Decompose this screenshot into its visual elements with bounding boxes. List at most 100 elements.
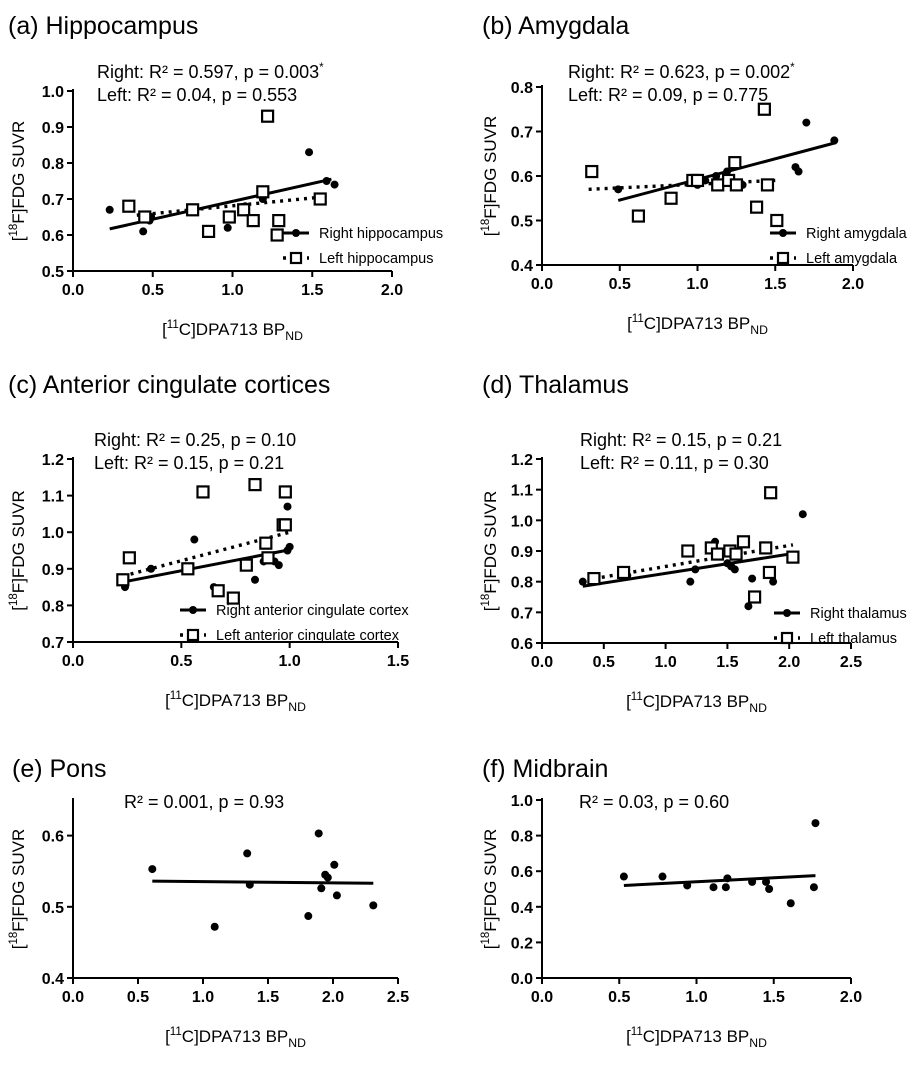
data-point bbox=[578, 577, 587, 586]
data-point bbox=[802, 118, 811, 127]
legend-marker bbox=[189, 606, 197, 614]
y-axis-label: [18​F]FDG SUVR bbox=[480, 491, 500, 612]
data-point bbox=[794, 167, 803, 176]
data-point bbox=[226, 591, 240, 605]
x-tick-label: 0.0 bbox=[531, 276, 553, 293]
series-right bbox=[614, 118, 839, 202]
data-point bbox=[211, 584, 225, 598]
x-tick-label: 1.0 bbox=[686, 276, 708, 293]
data-point bbox=[664, 191, 678, 205]
data-point bbox=[631, 209, 646, 223]
regression-line bbox=[152, 879, 374, 885]
data-point bbox=[759, 541, 773, 555]
stat-annotation: Right: R² = 0.25, p = 0.10 bbox=[94, 430, 296, 450]
data-point bbox=[736, 535, 751, 549]
x-tick-label: 1.5 bbox=[387, 653, 409, 670]
series-left bbox=[122, 109, 327, 242]
data-point bbox=[283, 502, 292, 511]
data-point bbox=[658, 872, 667, 881]
data-point bbox=[285, 542, 294, 551]
data-point bbox=[686, 577, 695, 586]
series-right bbox=[148, 829, 378, 931]
x-tick-label: 1.0 bbox=[279, 653, 301, 670]
y-tick-label: 0.8 bbox=[511, 80, 533, 97]
y-tick-label: 0.6 bbox=[42, 228, 64, 245]
data-point bbox=[619, 872, 628, 881]
data-point bbox=[809, 883, 818, 892]
y-tick-label: 0.9 bbox=[42, 120, 64, 137]
regression-line bbox=[623, 874, 816, 887]
y-tick-label: 0.9 bbox=[42, 562, 64, 579]
y-tick-label: 0.2 bbox=[511, 935, 533, 952]
data-point bbox=[730, 565, 739, 574]
y-tick-label: 0.5 bbox=[42, 900, 64, 917]
stat-annotation: R² = 0.03, p = 0.60 bbox=[579, 792, 729, 812]
data-point bbox=[139, 227, 148, 236]
legend-marker bbox=[776, 251, 790, 265]
data-point bbox=[786, 899, 795, 908]
x-tick-label: 1.0 bbox=[192, 989, 214, 1006]
data-point bbox=[122, 551, 136, 565]
x-tick-label: 0.0 bbox=[62, 653, 84, 670]
data-point bbox=[683, 881, 692, 890]
legend-label: Left amygdala bbox=[806, 251, 898, 267]
legend-marker bbox=[780, 631, 794, 645]
data-point bbox=[830, 136, 839, 145]
y-tick-label: 0.4 bbox=[511, 258, 533, 275]
data-point bbox=[305, 148, 314, 157]
data-point bbox=[256, 185, 270, 199]
y-tick-label: 0.8 bbox=[42, 156, 64, 173]
y-tick-label: 0.0 bbox=[511, 971, 533, 988]
y-axis-label: [18​F]FDG SUVR bbox=[8, 121, 28, 242]
x-tick-label: 2.0 bbox=[840, 989, 862, 1006]
x-tick-label: 0.0 bbox=[62, 989, 84, 1006]
y-tick-label: 0.8 bbox=[42, 598, 64, 615]
data-point bbox=[223, 223, 232, 232]
data-point bbox=[222, 210, 236, 224]
chart-d: (d) Thalamus Right: R² = 0.15, p = 0.21 Le… bbox=[480, 371, 907, 715]
y-tick-label: 1.1 bbox=[511, 483, 533, 500]
data-point bbox=[760, 178, 775, 192]
data-point bbox=[237, 203, 251, 217]
data-point bbox=[723, 167, 732, 176]
data-point bbox=[585, 164, 599, 179]
data-point bbox=[729, 178, 743, 192]
legend-label: Right amygdala bbox=[806, 226, 908, 242]
legend-entry: Left amygdala bbox=[770, 251, 898, 267]
data-point bbox=[614, 185, 623, 194]
chart-title: (f) Midbrain bbox=[482, 755, 608, 783]
legend-entry: Right hippocampus bbox=[283, 226, 443, 242]
x-tick-label: 1.0 bbox=[685, 989, 707, 1006]
data-point bbox=[122, 199, 136, 213]
x-tick-label: 1.0 bbox=[221, 282, 243, 299]
y-tick-label: 1.2 bbox=[511, 452, 533, 469]
x-tick-label: 0.5 bbox=[170, 653, 192, 670]
data-point bbox=[313, 192, 327, 206]
data-point bbox=[765, 885, 774, 893]
y-tick-label: 1.0 bbox=[511, 793, 533, 810]
y-tick-label: 1.2 bbox=[42, 452, 64, 469]
data-point bbox=[762, 877, 771, 886]
data-point bbox=[798, 510, 807, 519]
data-point bbox=[210, 922, 219, 931]
data-point bbox=[323, 873, 332, 882]
data-point bbox=[729, 547, 743, 561]
stat-annotation: Left: R² = 0.09, p = 0.775 bbox=[568, 85, 768, 105]
stat-annotation: R² = 0.001, p = 0.93 bbox=[124, 792, 284, 812]
data-point bbox=[723, 874, 732, 883]
x-tick-label: 1.0 bbox=[654, 654, 676, 671]
x-axis-label: [11​C]DPA713 BPND​ bbox=[627, 313, 768, 337]
stat-annotation: Left: R² = 0.04, p = 0.553 bbox=[97, 85, 297, 105]
x-tick-label: 1.5 bbox=[763, 989, 785, 1006]
x-tick-label: 0.0 bbox=[531, 654, 553, 671]
x-tick-label: 2.0 bbox=[381, 282, 403, 299]
legend-entry: Left thalamus bbox=[774, 631, 897, 647]
data-point bbox=[239, 558, 253, 572]
chart-title: (c) Anterior cingulate cortices bbox=[8, 371, 330, 399]
x-tick-label: 0.5 bbox=[593, 654, 615, 671]
stat-annotation: Right: R² = 0.623, p = 0.002*​ bbox=[568, 61, 795, 82]
x-tick-label: 1.5 bbox=[301, 282, 323, 299]
data-point bbox=[138, 210, 152, 224]
data-point bbox=[196, 485, 210, 499]
y-tick-label: 0.4 bbox=[42, 971, 64, 988]
